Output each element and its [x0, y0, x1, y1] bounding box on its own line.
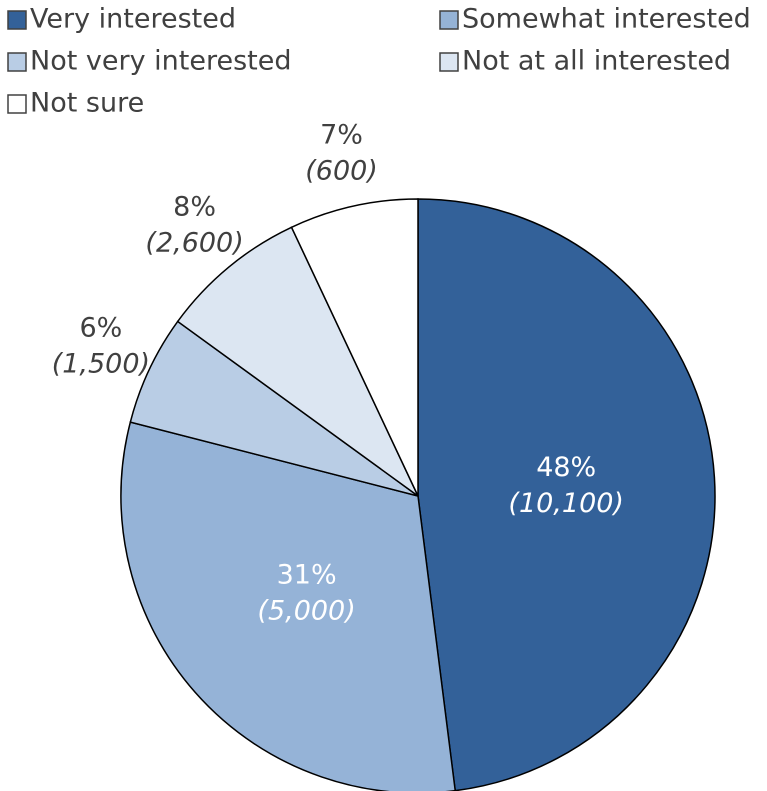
legend-swatch [7, 10, 27, 30]
legend-swatch [439, 10, 459, 30]
data-label: 48% [536, 452, 596, 483]
pie-slice [176, 226, 419, 497]
data-label: 31% [277, 560, 337, 591]
count-label: (5,000) [257, 596, 355, 627]
legend-label: Not very interested [30, 46, 291, 77]
legend-label: Somewhat interested [462, 4, 751, 35]
pie-slice [417, 198, 716, 791]
data-label: 7% [320, 119, 363, 150]
pie-slice [290, 198, 419, 497]
legend-swatch [7, 52, 27, 72]
legend-label: Not at all interested [462, 46, 731, 77]
legend-label: Very interested [30, 4, 236, 35]
legend-label: Not sure [30, 88, 144, 119]
data-label: 6% [79, 312, 122, 343]
count-label: (10,100) [508, 488, 624, 519]
legend-swatch [7, 94, 27, 114]
legend-swatch [439, 52, 459, 72]
pie-slice [120, 421, 457, 791]
count-label: (2,600) [145, 227, 243, 258]
count-label: (600) [305, 155, 378, 186]
count-label: (1,500) [52, 348, 150, 379]
data-label: 8% [173, 191, 216, 222]
